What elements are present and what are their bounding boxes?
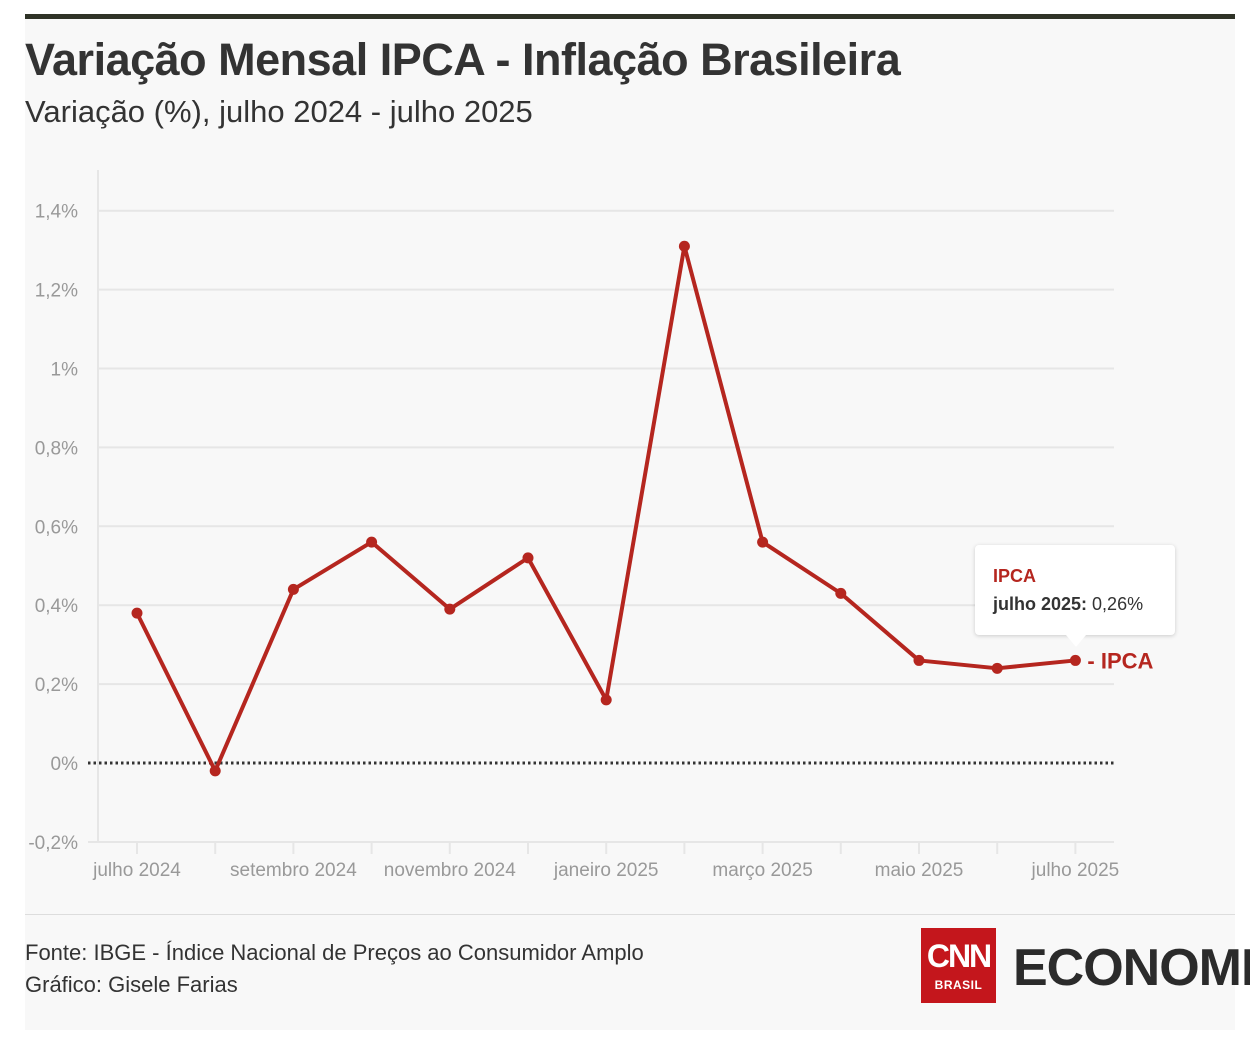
series-line-ipca bbox=[135, 244, 1078, 773]
data-point bbox=[835, 587, 847, 599]
data-point bbox=[287, 583, 299, 595]
data-point bbox=[209, 765, 221, 777]
data-point bbox=[757, 536, 769, 548]
y-tick-label: 1,4% bbox=[35, 202, 78, 223]
y-tick-label: 1% bbox=[51, 360, 79, 381]
data-point bbox=[1069, 654, 1081, 666]
chart-panel bbox=[25, 19, 1235, 1030]
tooltip-series-name: IPCA bbox=[993, 566, 1037, 586]
x-tick-label: maio 2025 bbox=[875, 860, 964, 881]
grid-lines bbox=[98, 209, 1114, 686]
tooltip-point-value: 0,26% bbox=[1092, 594, 1144, 614]
tooltip-arrow bbox=[1066, 635, 1086, 647]
chart-subtitle: Variação (%), julho 2024 - julho 2025 bbox=[25, 94, 533, 129]
x-tick-label: julho 2024 bbox=[92, 860, 181, 881]
y-tick-label: -0,2% bbox=[28, 833, 78, 854]
data-point bbox=[366, 536, 378, 548]
tooltip-value-row: julho 2025: 0,26% bbox=[993, 594, 1143, 615]
chart-title: Variação Mensal IPCA - Inflação Brasilei… bbox=[25, 34, 901, 85]
top-rule bbox=[25, 14, 1235, 19]
footer-divider bbox=[25, 914, 1235, 915]
cnn-brasil-logo: CNN BRASIL bbox=[921, 928, 996, 1003]
x-tick-label: novembro 2024 bbox=[384, 860, 516, 881]
x-tick-labels: julho 2024 setembro 2024 novembro 2024 jane… bbox=[92, 860, 1119, 881]
y-tick-label: 0,4% bbox=[35, 596, 78, 617]
y-tick-labels: -0,2% 0% 0,2% 0,4% 0,6% 0,8% 1% 1,2% 1,4% bbox=[28, 202, 78, 854]
data-point bbox=[444, 603, 456, 615]
x-tick-label: julho 2025 bbox=[1031, 860, 1120, 881]
y-tick-label: 1,2% bbox=[35, 281, 78, 302]
data-point bbox=[131, 607, 143, 619]
tooltip-point-label: julho 2025: bbox=[993, 594, 1088, 614]
data-point bbox=[522, 552, 534, 564]
y-tick-label: 0,2% bbox=[35, 675, 78, 696]
tooltip: IPCA julho 2025: 0,26% bbox=[975, 545, 1175, 647]
data-point bbox=[991, 662, 1003, 674]
y-tick-label: 0% bbox=[51, 754, 79, 775]
cnn-logo-text: CNN bbox=[926, 938, 992, 974]
brasil-logo-text: BRASIL bbox=[934, 978, 983, 992]
y-tick-label: 0,8% bbox=[35, 438, 78, 459]
axes bbox=[88, 170, 1114, 854]
x-tick-label: janeiro 2025 bbox=[553, 860, 659, 881]
x-tick-label: março 2025 bbox=[712, 860, 812, 881]
source-note: Fonte: IBGE - Índice Nacional de Preços … bbox=[25, 940, 644, 965]
y-tick-label: 0,6% bbox=[35, 517, 78, 538]
data-point bbox=[600, 694, 612, 706]
credit-note: Gráfico: Gisele Farias bbox=[25, 972, 238, 997]
series-ipca: - IPCA bbox=[131, 240, 1154, 777]
economia-logo: ECONOMIA bbox=[1013, 939, 1250, 997]
data-point bbox=[678, 240, 690, 252]
series-end-label: - IPCA bbox=[1087, 648, 1153, 673]
x-tick-label: setembro 2024 bbox=[230, 860, 357, 881]
data-point bbox=[913, 654, 925, 666]
